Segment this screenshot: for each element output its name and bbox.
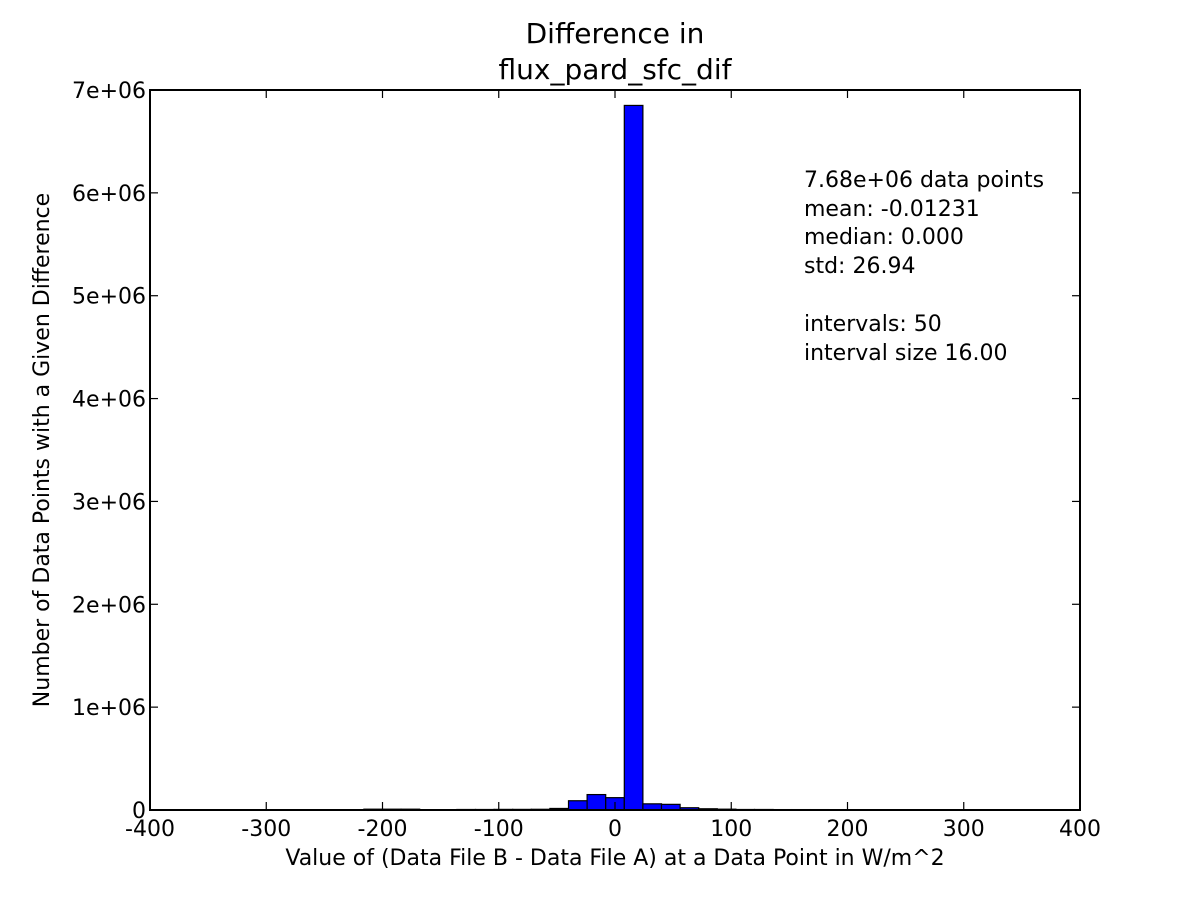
stats-line: std: 26.94 <box>804 254 915 279</box>
stats-line: intervals: 50 <box>804 312 942 337</box>
x-tick-label: -200 <box>358 817 408 842</box>
y-tick-label: 2e+06 <box>72 593 146 618</box>
histogram-bar <box>567 800 588 811</box>
y-tick-label: 4e+06 <box>72 388 146 413</box>
y-tick-label: 0 <box>132 799 146 824</box>
x-tick-label: 200 <box>827 817 869 842</box>
plot-frame <box>149 89 1081 811</box>
y-tick-label: 1e+06 <box>72 696 146 721</box>
stats-line: median: 0.000 <box>804 225 964 250</box>
chart-title-line-1: Difference in <box>526 17 705 50</box>
x-tick-label: 400 <box>1059 817 1101 842</box>
y-tick-labels: 0 1e+06 2e+06 3e+06 4e+06 5e+06 6e+06 7e+06 <box>72 79 146 824</box>
stats-line: interval size 16.00 <box>804 341 1008 366</box>
chart-title: Difference in flux_pard_sfc_dif <box>499 17 733 86</box>
stats-annotation: 7.68e+06 data points mean: -0.01231 medi… <box>804 168 1044 366</box>
y-tick-label: 6e+06 <box>72 182 146 207</box>
x-tick-label: -400 <box>125 817 175 842</box>
x-axis-label: Value of (Data File B - Data File A) at … <box>285 846 944 871</box>
histogram-bar <box>623 104 644 811</box>
x-tick-label: 300 <box>943 817 985 842</box>
chart-title-line-2: flux_pard_sfc_dif <box>499 53 733 86</box>
y-axis-label: Number of Data Points with a Given Diffe… <box>30 193 55 707</box>
histogram-bar <box>586 793 607 811</box>
x-tick-label: -300 <box>241 817 291 842</box>
x-tick-label: -100 <box>474 817 524 842</box>
x-tick-label: 0 <box>608 817 622 842</box>
stats-line: mean: -0.01231 <box>804 197 980 222</box>
y-tick-label: 7e+06 <box>72 79 146 104</box>
y-tick-label: 5e+06 <box>72 285 146 310</box>
y-tick-label: 3e+06 <box>72 490 146 515</box>
x-tick-labels: -400 -300 -200 -100 0 100 200 300 400 <box>125 817 1101 842</box>
x-tick-label: 100 <box>710 817 752 842</box>
stats-line: 7.68e+06 data points <box>804 168 1044 193</box>
